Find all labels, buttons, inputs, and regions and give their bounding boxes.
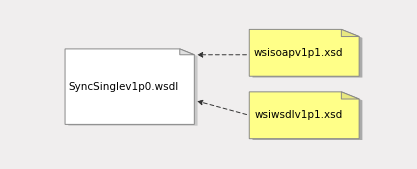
Polygon shape xyxy=(342,29,359,37)
Polygon shape xyxy=(249,92,359,139)
Polygon shape xyxy=(253,31,362,78)
Polygon shape xyxy=(253,93,362,140)
Text: SyncSinglev1p0.wsdl: SyncSinglev1p0.wsdl xyxy=(68,82,178,92)
Polygon shape xyxy=(342,92,359,99)
Polygon shape xyxy=(68,50,198,126)
Polygon shape xyxy=(180,49,194,55)
Text: wsiwsdlv1p1.xsd: wsiwsdlv1p1.xsd xyxy=(255,110,343,120)
Text: wsisoapv1p1.xsd: wsisoapv1p1.xsd xyxy=(254,48,344,58)
Polygon shape xyxy=(65,49,194,124)
Polygon shape xyxy=(249,29,359,76)
